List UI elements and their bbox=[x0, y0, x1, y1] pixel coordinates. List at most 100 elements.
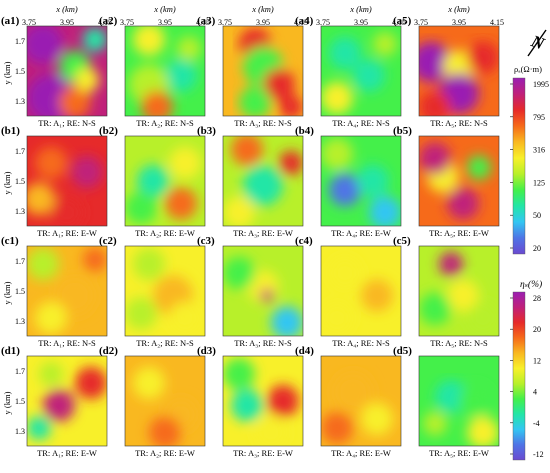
panel-id: (a1) bbox=[1, 15, 20, 27]
y-tick-label: 1.3 bbox=[15, 317, 25, 326]
panel-caption: TR: A₄; RE: N-S bbox=[332, 118, 390, 128]
panel-d2: (d2) TR: A₂; RE: E-W bbox=[99, 345, 206, 458]
panel-id: (b4) bbox=[295, 125, 314, 137]
y-tick-label: 1.3 bbox=[15, 207, 25, 216]
panel-frame bbox=[222, 355, 304, 447]
panel-map-contours bbox=[27, 26, 107, 116]
panel-map-blob bbox=[141, 90, 173, 116]
panel-c2: (c2) TR: A₂; RE: N-S bbox=[99, 235, 206, 348]
panel-map-blob bbox=[321, 137, 353, 171]
panel-frame bbox=[124, 135, 206, 227]
panel-frame bbox=[418, 135, 500, 227]
panel-map-blob bbox=[447, 279, 479, 312]
y-tick-label: 1.7 bbox=[15, 37, 25, 46]
panel-frame bbox=[320, 355, 402, 447]
panel-id: (c4) bbox=[295, 235, 313, 247]
panel-caption: TR: A₂; RE: N-S bbox=[136, 118, 194, 128]
panel-b1: (b1) 1.7 1.5 1.3 TR: A₁; RE: E-W bbox=[1, 125, 108, 238]
panel-caption: TR: A₅; RE: N-S bbox=[430, 118, 488, 128]
panel-frame bbox=[26, 135, 108, 227]
panel-c1: (c1) 1.7 1.5 1.3 TR: A₁; RE: N-S bbox=[1, 235, 108, 348]
panel-map-blob bbox=[329, 36, 361, 70]
panel-caption: TR: A₃; RE: E-W bbox=[233, 228, 293, 238]
panel-frame bbox=[418, 245, 500, 337]
panel-frame bbox=[222, 135, 304, 227]
panel-a4: (a4) 3.75 3.95 4.15 TR: A₄; RE: N-S bbox=[295, 15, 406, 128]
panel-map-blob bbox=[447, 187, 479, 220]
panel-id: (a3) bbox=[197, 15, 216, 27]
x-tick-label: 3.75 bbox=[316, 18, 330, 27]
panel-caption: TR: A₁; RE: N-S bbox=[38, 338, 96, 348]
panel-map-area bbox=[321, 356, 401, 446]
panel-map-area bbox=[125, 356, 205, 446]
panel-map-blob bbox=[83, 247, 107, 272]
panel-map-blob bbox=[373, 31, 397, 57]
panel-map-contours bbox=[223, 357, 299, 446]
panel-id: (d3) bbox=[197, 345, 216, 357]
panel-a5: (a5) 3.75 3.95 4.15 TR: A₅; RE: N-S bbox=[393, 15, 504, 128]
panel-caption: TR: A₅; RE: N-S bbox=[430, 338, 488, 348]
panel-caption: TR: A₅; RE: E-W bbox=[429, 228, 489, 238]
panel-map-blob bbox=[321, 411, 353, 445]
colorbar-tick-label: 795 bbox=[533, 113, 545, 122]
panel-id: (d2) bbox=[99, 345, 118, 357]
panel-map-blob bbox=[267, 384, 299, 418]
panel-map-blob bbox=[361, 402, 393, 436]
y-tick-label: 1.5 bbox=[15, 67, 25, 76]
panel-map-blob bbox=[467, 301, 499, 335]
panel-map-contours bbox=[321, 31, 397, 115]
panel-map-contours bbox=[419, 142, 491, 220]
panel-map-contours bbox=[321, 137, 401, 226]
y-tick-label: 1.7 bbox=[15, 147, 25, 156]
panel-map-contours bbox=[27, 247, 107, 335]
panel-map-area bbox=[27, 136, 107, 226]
panel-caption: TR: A₅; RE: E-W bbox=[429, 448, 489, 458]
y-tick-label: 1.7 bbox=[15, 257, 25, 266]
resistivity-colorbar-ramp bbox=[512, 77, 526, 255]
panel-frame bbox=[26, 25, 108, 117]
panel-map-blob bbox=[419, 90, 451, 116]
panel-map-blob bbox=[35, 146, 67, 180]
panel-a1: (a1) 3.75 3.95 4.15 1.7 1.5 1.3 TR: A₁; RE: N-S bbox=[1, 15, 112, 128]
panel-map-area bbox=[321, 136, 401, 226]
panel-map-blob bbox=[231, 389, 263, 422]
x-tick-label: 3.95 bbox=[60, 18, 74, 27]
panel-caption: TR: A₂; RE: N-S bbox=[136, 338, 194, 348]
colorbar-tick-label: 50 bbox=[533, 211, 541, 220]
panel-id: (a5) bbox=[393, 15, 412, 27]
resistivity-colorbar-label: ρₐ(Ω·m) bbox=[514, 64, 542, 74]
x-tick-label: 3.75 bbox=[22, 18, 36, 27]
panel-map-contours bbox=[419, 41, 499, 116]
y-tick-label: 1.5 bbox=[15, 397, 25, 406]
panel-map-blob bbox=[125, 297, 157, 330]
y-tick-label: 1.5 bbox=[15, 287, 25, 296]
colorbar-tick-label: 12 bbox=[533, 356, 541, 365]
y-axis-labels: y (km) y (km) y (km) y (km) bbox=[2, 61, 12, 414]
panel-map-area bbox=[321, 26, 401, 116]
panel-map-blob bbox=[435, 380, 467, 413]
panel-map-blob bbox=[133, 26, 165, 56]
panel-map-contours bbox=[239, 27, 303, 116]
panel-map-blob bbox=[223, 256, 255, 290]
panel-map-contours bbox=[223, 256, 303, 336]
panel-map-blob bbox=[27, 182, 55, 216]
colorbar-tick-label: 316 bbox=[533, 146, 545, 155]
panel-map-contours bbox=[419, 251, 499, 335]
panel-frame bbox=[124, 25, 206, 117]
panel-map-blob bbox=[419, 41, 451, 83]
panel-caption: TR: A₁; RE: E-W bbox=[37, 448, 97, 458]
y-tick-label: 1.5 bbox=[15, 177, 25, 186]
y-axis-label-row-b: y (km) bbox=[2, 171, 12, 194]
panel-map-blob bbox=[165, 59, 197, 92]
panel-map-blob bbox=[357, 164, 389, 198]
resistivity-colorbar: ρₐ(Ω·m) 1995 795 316 125 50 20 bbox=[510, 64, 549, 255]
panel-c3: (c3) TR: A₃; RE: N-S bbox=[197, 235, 304, 348]
panel-id: (a4) bbox=[295, 15, 314, 27]
panel-map-contours bbox=[321, 371, 393, 445]
y-axis-label-row-a: y (km) bbox=[2, 61, 12, 84]
panel-d3: (d3) TR: A₃; RE: E-W bbox=[197, 345, 304, 458]
panel-frame bbox=[124, 355, 206, 447]
panel-caption: TR: A₁; RE: N-S bbox=[38, 118, 96, 128]
colorbar-tick-label: -4 bbox=[533, 419, 540, 428]
panel-map-blob bbox=[239, 86, 271, 116]
